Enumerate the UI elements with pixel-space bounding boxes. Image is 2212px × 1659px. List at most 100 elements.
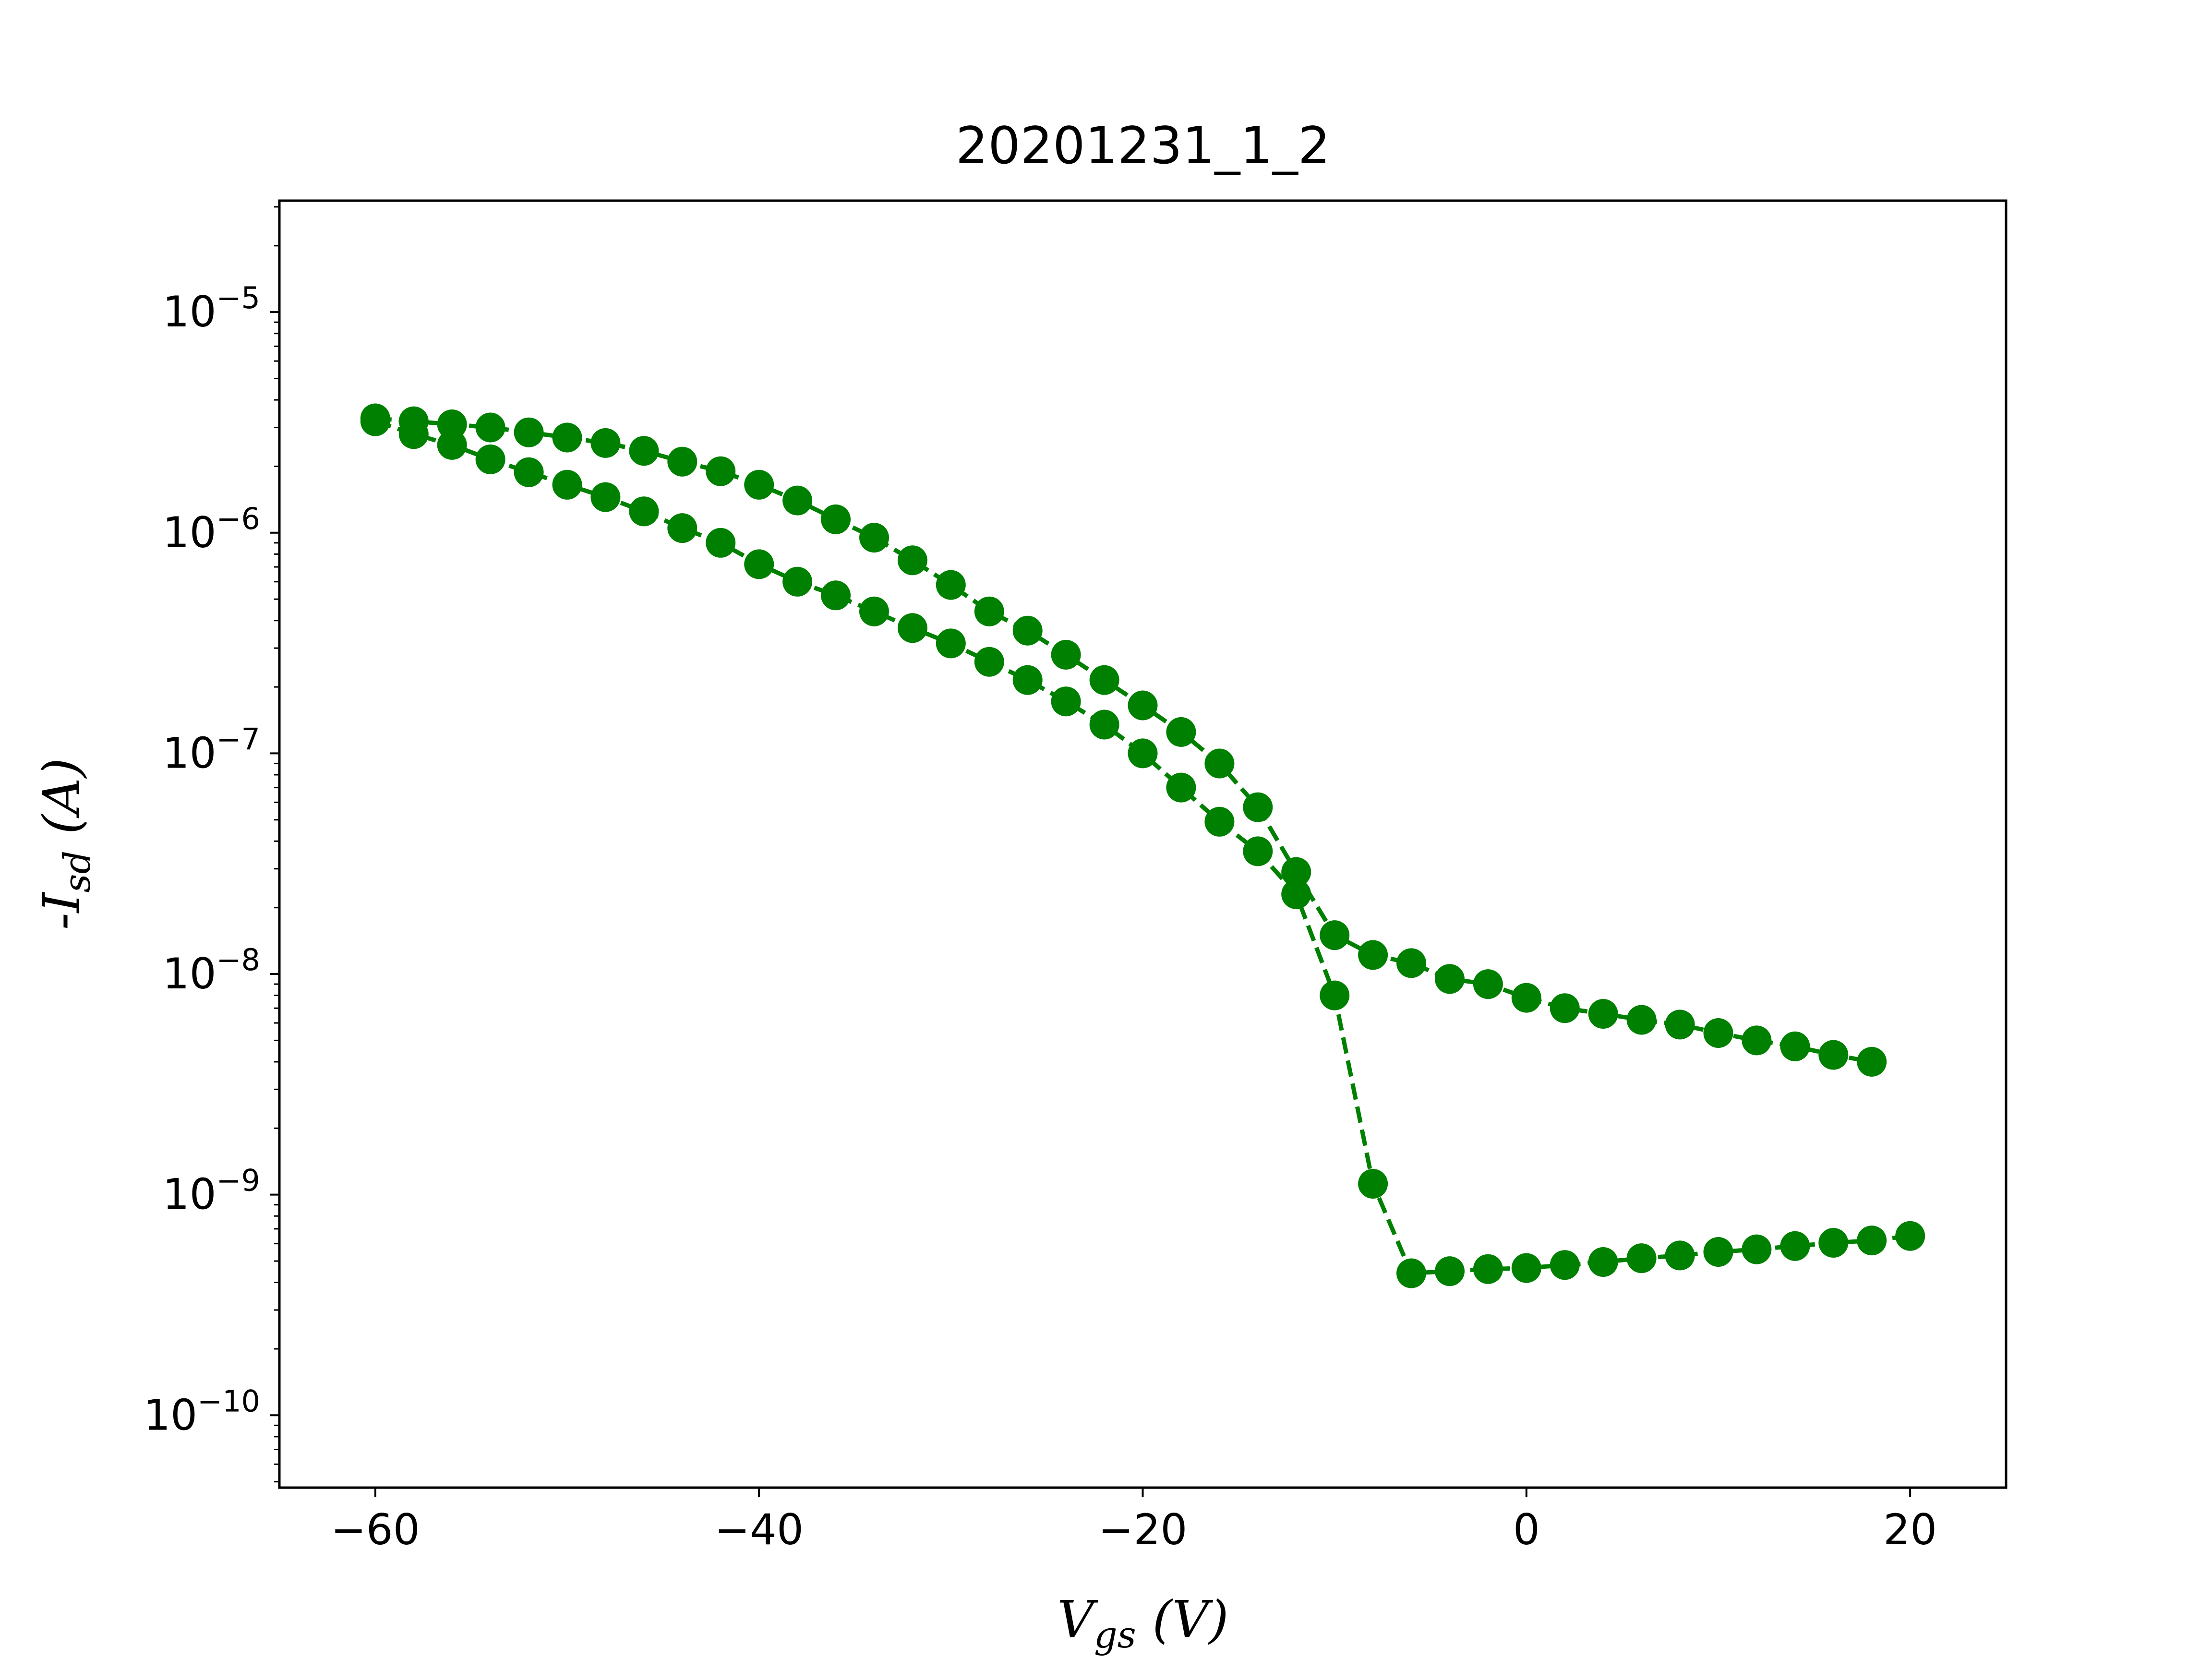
x-axis-label-sub: gs <box>1094 1613 1136 1656</box>
series-2-point <box>1204 748 1235 779</box>
series-2-point <box>1511 983 1541 1013</box>
series-1 <box>360 406 1925 1288</box>
series-2-point <box>437 409 467 439</box>
series-2-point <box>1051 639 1081 670</box>
x-tick-label: −20 <box>1098 1505 1188 1554</box>
series-2-point <box>1243 792 1273 822</box>
series-1-point <box>1742 1234 1772 1264</box>
series-1-point <box>1550 1250 1580 1280</box>
x-tick-label: −40 <box>714 1505 804 1554</box>
series-1-point <box>1588 1247 1618 1277</box>
series-2-point <box>974 596 1004 626</box>
series-2-point <box>514 417 544 447</box>
series-1-point <box>821 580 851 611</box>
series-2-point <box>821 504 851 534</box>
series-1-point <box>1281 879 1311 909</box>
series-1-point <box>706 528 736 558</box>
x-axis-label-main: V <box>1057 1590 1098 1649</box>
series-1-point <box>667 513 697 543</box>
series-2-point <box>398 406 429 436</box>
y-axis-label-main: I <box>32 891 91 914</box>
series-2-point <box>782 485 813 516</box>
y-tick-label-base: 10 <box>163 1170 216 1219</box>
y-axis-label-sub: sd <box>56 851 98 893</box>
series-2-point <box>1435 964 1465 994</box>
series-1-point <box>1818 1228 1849 1258</box>
y-tick-label-base: 10 <box>163 949 216 998</box>
y-axis-label-prefix: - <box>32 913 91 930</box>
chart-title: 20201231_1_2 <box>956 116 1330 175</box>
series-1-point <box>590 482 621 512</box>
y-tick-label-base: 10 <box>163 287 216 337</box>
series-1-point <box>552 469 582 500</box>
y-tick-label-exponent: −7 <box>216 721 260 757</box>
series-2-point <box>1320 920 1350 950</box>
series-2-line <box>375 416 1872 1064</box>
plot-frame <box>278 199 2008 1489</box>
series-1-point <box>514 457 544 487</box>
series-1-point <box>936 628 966 659</box>
y-tick-label-base: 10 <box>163 728 216 778</box>
y-tick-label-exponent: −5 <box>216 280 260 315</box>
series-2 <box>360 403 1887 1077</box>
series-2-point <box>1012 615 1043 646</box>
series-1-point <box>897 613 927 643</box>
series-2-point <box>629 436 659 466</box>
y-tick-label: 10−7 <box>163 721 260 778</box>
y-axis-label-suffix: (A) <box>32 758 91 851</box>
series-2-point <box>475 412 505 443</box>
y-tick-label: 10−5 <box>163 280 260 337</box>
series-2-point <box>744 469 774 500</box>
series-2-point <box>552 422 582 453</box>
y-tick-label: 10−6 <box>163 501 260 557</box>
series-1-point <box>1435 1256 1465 1286</box>
series-2-point <box>1857 1046 1887 1077</box>
series-1-point <box>1895 1221 1925 1251</box>
series-2-point <box>1550 993 1580 1023</box>
series-1-point <box>974 647 1004 677</box>
y-tick-label: 10−10 <box>144 1383 260 1440</box>
y-tick-label: 10−9 <box>163 1163 260 1219</box>
series-2-point <box>859 523 889 553</box>
series-1-point <box>1703 1237 1733 1267</box>
y-axis-label: -Isd (A) <box>32 758 98 930</box>
series-1-point <box>1166 772 1196 803</box>
series-1-point <box>782 566 813 597</box>
y-tick-label-exponent: −8 <box>216 942 260 977</box>
data-layer <box>360 403 1925 1288</box>
y-tick-label-exponent: −6 <box>216 501 260 536</box>
series-2-point <box>1128 690 1158 721</box>
series-2-point <box>1358 940 1388 970</box>
y-tick-label-base: 10 <box>163 508 216 557</box>
series-1-point <box>475 445 505 474</box>
series-1-point <box>859 596 889 626</box>
series-2-point <box>1588 999 1618 1029</box>
series-2-point <box>1818 1040 1849 1070</box>
series-1-point <box>1204 806 1235 837</box>
series-2-point <box>360 403 390 433</box>
series-1-point <box>1012 665 1043 695</box>
series-2-point <box>1780 1031 1810 1061</box>
series-2-point <box>667 446 697 477</box>
x-tick-label: 20 <box>1883 1505 1937 1554</box>
x-tick-label: 0 <box>1513 1505 1540 1554</box>
series-1-point <box>744 549 774 579</box>
y-tick-label-base: 10 <box>144 1390 197 1440</box>
series-1-point <box>437 430 467 460</box>
series-1-point <box>1051 686 1081 717</box>
series-2-point <box>897 545 927 576</box>
series-2-point <box>1281 857 1311 887</box>
series-2-point <box>1665 1010 1695 1040</box>
y-tick-label-exponent: −9 <box>216 1163 260 1198</box>
series-1-point <box>1665 1240 1695 1271</box>
y-tick-label: 10−8 <box>163 942 260 998</box>
series-1-point <box>1320 980 1350 1010</box>
series-2-point <box>590 428 621 458</box>
series-2-point <box>706 456 736 486</box>
series-2-point <box>936 570 966 600</box>
x-tick-label: −60 <box>331 1505 420 1554</box>
series-2-point <box>1166 717 1196 747</box>
